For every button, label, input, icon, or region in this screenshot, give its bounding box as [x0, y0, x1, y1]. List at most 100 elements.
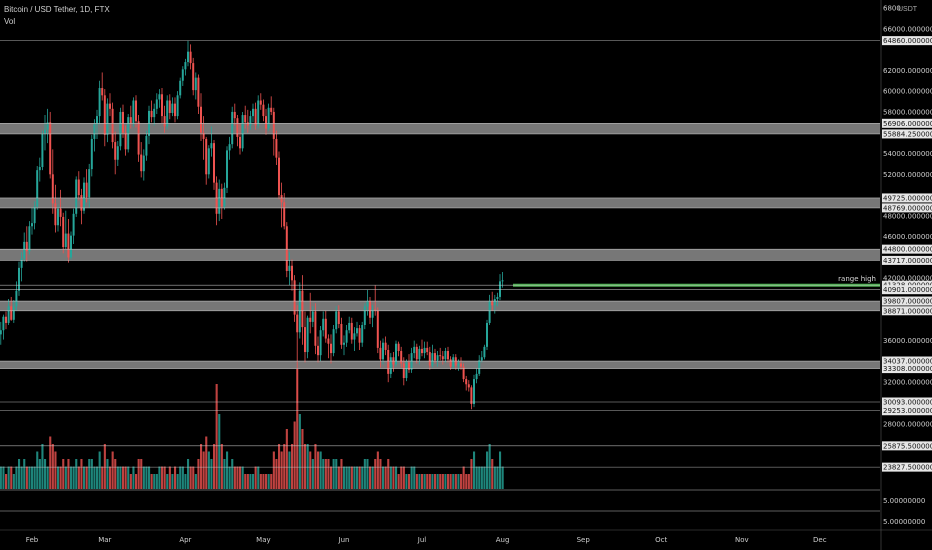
- volume-bar: [57, 466, 60, 489]
- candle: [418, 345, 421, 365]
- volume-bar: [184, 474, 187, 489]
- candle-body: [129, 117, 132, 124]
- volume-bar: [249, 474, 252, 489]
- candle: [249, 110, 252, 130]
- candle-body: [454, 357, 457, 366]
- candle-body: [280, 195, 283, 203]
- candle: [389, 353, 392, 379]
- candle-body: [181, 69, 184, 81]
- volume-bar: [369, 466, 372, 489]
- candle-body: [75, 179, 78, 214]
- candle: [75, 176, 78, 217]
- volume-bar: [467, 474, 470, 489]
- candle-body: [462, 366, 465, 380]
- volume-bar: [408, 474, 411, 489]
- candle: [330, 334, 332, 364]
- candle: [254, 102, 257, 130]
- candle: [77, 171, 80, 201]
- candle: [148, 105, 150, 145]
- candle: [129, 105, 132, 129]
- candle: [228, 136, 231, 160]
- candle-body: [501, 280, 504, 282]
- price-level-label: 44800.00000000: [883, 246, 932, 254]
- volume-bar: [192, 466, 195, 489]
- volume-bar: [457, 474, 460, 489]
- candle: [218, 179, 221, 222]
- candle: [285, 222, 288, 278]
- candle: [67, 219, 70, 263]
- candle-body: [12, 306, 15, 320]
- price-level-box: [882, 244, 932, 254]
- volume-bar: [111, 451, 114, 489]
- price-level-marker: 23827.50000000: [882, 462, 932, 472]
- candle: [49, 111, 52, 179]
- price-level-marker: 38871.00000000: [882, 306, 932, 316]
- volume-bar: [397, 474, 400, 489]
- candle: [31, 207, 33, 235]
- candle-body: [259, 100, 262, 105]
- candle-body: [127, 117, 130, 150]
- volume-bar: [254, 466, 257, 489]
- candle-body: [306, 317, 309, 353]
- volume-bar: [153, 474, 156, 489]
- candle-body: [155, 99, 158, 109]
- candle: [252, 103, 254, 123]
- price-level-box: [882, 296, 932, 306]
- x-tick-label: May: [256, 536, 270, 544]
- y-tick-label: 58000.00000000: [883, 108, 932, 116]
- candle-body: [197, 77, 200, 107]
- volume-bar: [439, 474, 442, 489]
- volume-bar: [382, 466, 385, 489]
- volume-bar: [106, 459, 109, 489]
- volume-bar: [340, 459, 343, 489]
- volume-bar: [270, 474, 273, 489]
- candle: [155, 93, 158, 115]
- volume-bar: [322, 459, 325, 489]
- candle-body: [314, 311, 317, 346]
- volume-bar: [114, 459, 117, 489]
- candle-body: [298, 290, 301, 333]
- volume-bar: [166, 474, 169, 489]
- candle-body: [96, 116, 98, 125]
- price-level-marker: 44800.00000000: [882, 244, 932, 254]
- volume-bar: [189, 466, 192, 489]
- candle: [51, 149, 54, 214]
- volume-bar: [54, 451, 57, 489]
- volume-bar: [179, 466, 182, 489]
- volume-bar: [257, 466, 260, 489]
- x-tick-label: Apr: [179, 536, 191, 544]
- volume-bar: [197, 459, 200, 489]
- candle: [337, 305, 340, 329]
- candle: [132, 97, 135, 127]
- candle-body: [116, 146, 119, 160]
- candle-body: [452, 357, 455, 367]
- candle-body: [194, 77, 197, 91]
- candle: [301, 275, 304, 345]
- candle-body: [447, 351, 449, 360]
- candle-body: [317, 345, 319, 356]
- candle-body: [228, 144, 231, 151]
- candle-body: [90, 138, 93, 170]
- volume-bar: [267, 474, 270, 489]
- volume-bar: [59, 466, 62, 489]
- candle-body: [140, 154, 143, 172]
- candle: [488, 294, 491, 326]
- volume-bar: [462, 466, 465, 489]
- candle: [174, 97, 176, 123]
- volume-bar: [337, 466, 340, 489]
- candle: [343, 335, 345, 356]
- candle-body: [275, 138, 278, 158]
- candle: [431, 344, 434, 368]
- candle: [137, 115, 140, 162]
- candle-body: [142, 155, 145, 172]
- candle: [231, 106, 234, 149]
- volume-bar: [142, 466, 145, 489]
- volume-bar: [415, 474, 418, 489]
- volume-bar: [283, 444, 286, 489]
- candle: [275, 130, 278, 165]
- volume-bar: [44, 459, 47, 489]
- candle: [278, 151, 280, 200]
- volume-bar: [392, 466, 395, 489]
- candle: [96, 109, 98, 139]
